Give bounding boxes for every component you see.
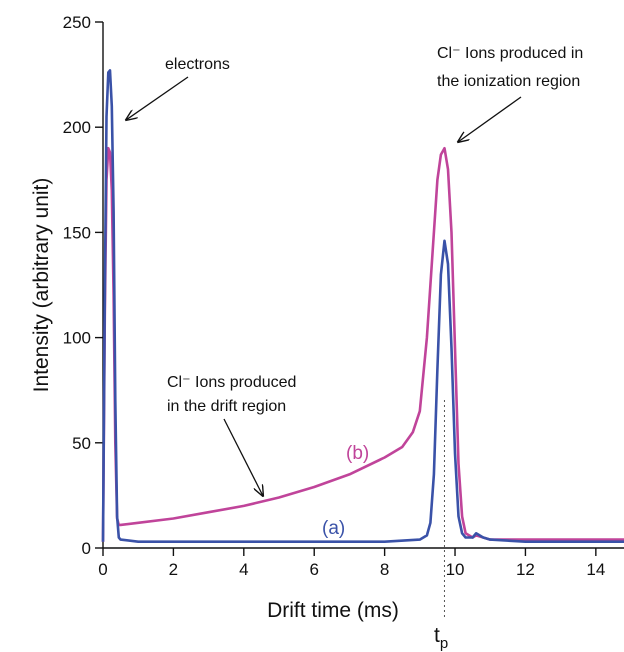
x-tick-label: 10: [446, 560, 465, 579]
x-tick-label: 14: [586, 560, 605, 579]
annotation-ionization-line2: the ionization region: [437, 73, 580, 90]
x-tick-label: 12: [516, 560, 535, 579]
y-axis-title: Intensity (arbitrary unit): [30, 178, 53, 393]
axes: 0 50 100 150 200 250 0 2 4 6 8 10 12 14: [63, 13, 624, 579]
tp-marker-label: tp: [434, 624, 448, 652]
y-tick-label: 50: [72, 434, 91, 453]
annotation-electrons: electrons: [165, 56, 230, 73]
y-tick-label: 100: [63, 329, 91, 348]
annotation-drift-arrow: [224, 419, 263, 496]
series-line-a: [103, 70, 624, 541]
annotation-drift-line2: in the drift region: [167, 398, 286, 415]
annotation-ionization-arrow: [458, 97, 521, 142]
x-tick-label: 8: [380, 560, 389, 579]
series-b-label: (b): [346, 443, 369, 464]
y-tick-label: 200: [63, 118, 91, 137]
y-tick-label: 0: [82, 539, 91, 558]
series-a-label: (a): [322, 518, 345, 539]
x-tick-label: 0: [98, 560, 107, 579]
annotation-electrons-arrow: [126, 77, 188, 120]
annotation-drift-line1: Cl⁻ Ions produced: [167, 374, 296, 391]
annotation-ionization-line1: Cl⁻ Ions produced in: [437, 45, 583, 62]
y-tick-label: 250: [63, 13, 91, 32]
series-line-b: [103, 148, 624, 542]
x-axis-title: Drift time (ms): [267, 599, 399, 622]
x-tick-label: 4: [239, 560, 248, 579]
series-layer: [103, 70, 624, 541]
y-tick-label: 150: [63, 223, 91, 242]
x-tick-label: 2: [169, 560, 178, 579]
x-tick-label: 6: [309, 560, 318, 579]
tp-label-sub: p: [440, 635, 448, 652]
